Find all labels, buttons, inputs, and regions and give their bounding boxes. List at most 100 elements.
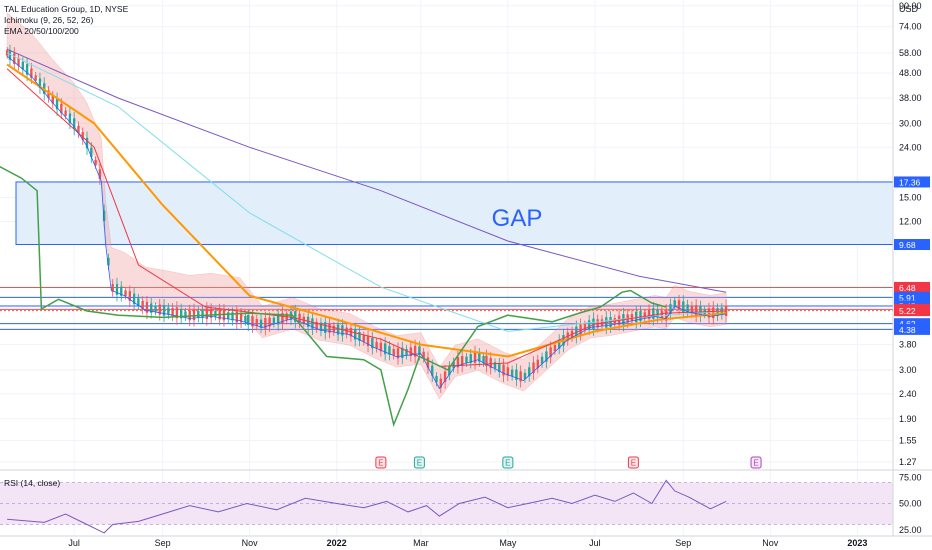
candle-body <box>388 346 391 355</box>
candle-body <box>401 347 404 358</box>
candle-body <box>111 283 114 292</box>
candle-body <box>673 300 676 306</box>
candle-body <box>712 307 715 319</box>
candle-body <box>328 323 331 333</box>
x-tick-label: 2022 <box>327 538 347 548</box>
candle-body <box>184 311 187 318</box>
candle-body <box>431 365 434 376</box>
ema-legend: EMA 20/50/100/200 <box>4 26 79 36</box>
candle-body <box>452 361 455 369</box>
candle-body <box>214 310 217 317</box>
event-badge <box>375 456 387 469</box>
candle-body <box>64 110 67 117</box>
candle-body <box>167 307 170 315</box>
horizontal-levels <box>0 286 893 330</box>
candle-body <box>162 305 166 316</box>
candle-body <box>324 322 327 333</box>
candle-body <box>396 348 400 359</box>
candle-body <box>341 325 344 336</box>
candle-body <box>682 301 685 313</box>
x-tick-label: Nov <box>762 538 779 548</box>
candle-body <box>205 308 209 319</box>
candle-body <box>652 308 655 319</box>
gap-rect <box>15 181 894 245</box>
event-badge <box>413 456 425 469</box>
y-tick-label: 2.40 <box>899 389 917 399</box>
ichimoku-cloud <box>6 12 727 400</box>
cloud-area <box>6 12 727 400</box>
candle-body <box>587 320 591 330</box>
candle-body <box>405 348 408 356</box>
candle-body <box>102 210 106 222</box>
candle-body <box>81 132 84 141</box>
candle-body <box>21 61 25 70</box>
y-tick-label: 24.00 <box>899 142 922 152</box>
candle-body <box>528 367 531 377</box>
candle-body <box>443 371 447 383</box>
candle-body <box>145 302 149 313</box>
x-tick-label: Mar <box>413 538 429 548</box>
candle-body <box>85 137 89 149</box>
ichimoku-legend: Ichimoku (9, 26, 52, 26) <box>4 15 94 25</box>
candle-body <box>179 309 183 319</box>
price-label: 4.38 <box>899 325 916 335</box>
candle-body <box>383 343 387 355</box>
candle-body <box>485 355 488 367</box>
candle-body <box>259 319 263 328</box>
chart-legend: TAL Education Group, 1D, NYSE Ichimoku (… <box>4 4 128 37</box>
indicator-lines <box>0 44 728 428</box>
candle-body <box>354 328 357 340</box>
y-tick-label: 38.00 <box>899 93 922 103</box>
candle-body <box>68 113 72 124</box>
candle-body <box>510 369 514 377</box>
candle-body <box>493 362 497 369</box>
price-label: 17.36 <box>899 177 921 187</box>
y-tick-label: 58.00 <box>899 48 922 58</box>
ema20-line <box>6 68 727 367</box>
candle-body <box>272 317 276 324</box>
candle-body <box>38 78 42 89</box>
candle-body <box>115 284 119 295</box>
candle-body <box>132 293 136 305</box>
candle-body <box>669 304 672 314</box>
candle-body <box>90 147 93 158</box>
event-badge-label: E <box>753 459 758 468</box>
candle-body <box>690 305 694 314</box>
candle-body <box>60 103 63 114</box>
event-badge <box>502 456 514 469</box>
candle-body <box>540 356 544 364</box>
ema200-line <box>6 48 727 293</box>
candle-body <box>439 378 442 388</box>
candle-body <box>8 50 12 60</box>
candle-body <box>239 313 243 323</box>
candle-body <box>557 339 561 349</box>
candle-body <box>699 306 702 317</box>
x-tick-label: Sep <box>155 538 171 548</box>
price-label-bg <box>894 323 930 335</box>
candle-body <box>523 372 527 380</box>
y-tick-label: 74.00 <box>899 22 922 32</box>
candle-body <box>98 169 102 179</box>
candle-body <box>358 332 361 341</box>
candle-body <box>264 318 267 329</box>
candle-body <box>255 318 258 326</box>
y-tick-label: 1.55 <box>899 436 917 446</box>
candle-body <box>30 68 33 78</box>
candle-body <box>17 58 20 66</box>
candle-body <box>332 325 336 333</box>
candle-body <box>418 346 421 355</box>
x-tick-label: 2023 <box>847 538 867 548</box>
price-label-bg <box>894 291 930 303</box>
candle-body <box>231 312 234 321</box>
candle-body <box>647 309 651 319</box>
candle-body <box>55 98 59 110</box>
candle-body <box>579 324 582 335</box>
candle-body <box>532 362 535 374</box>
rsi-tick-label: 25.00 <box>899 525 922 535</box>
candle-body <box>371 338 374 349</box>
y-tick-label: 1.90 <box>899 414 917 424</box>
candle-body <box>677 300 681 310</box>
rsi-tick-label: 75.00 <box>899 472 922 482</box>
candle-body <box>656 309 659 318</box>
